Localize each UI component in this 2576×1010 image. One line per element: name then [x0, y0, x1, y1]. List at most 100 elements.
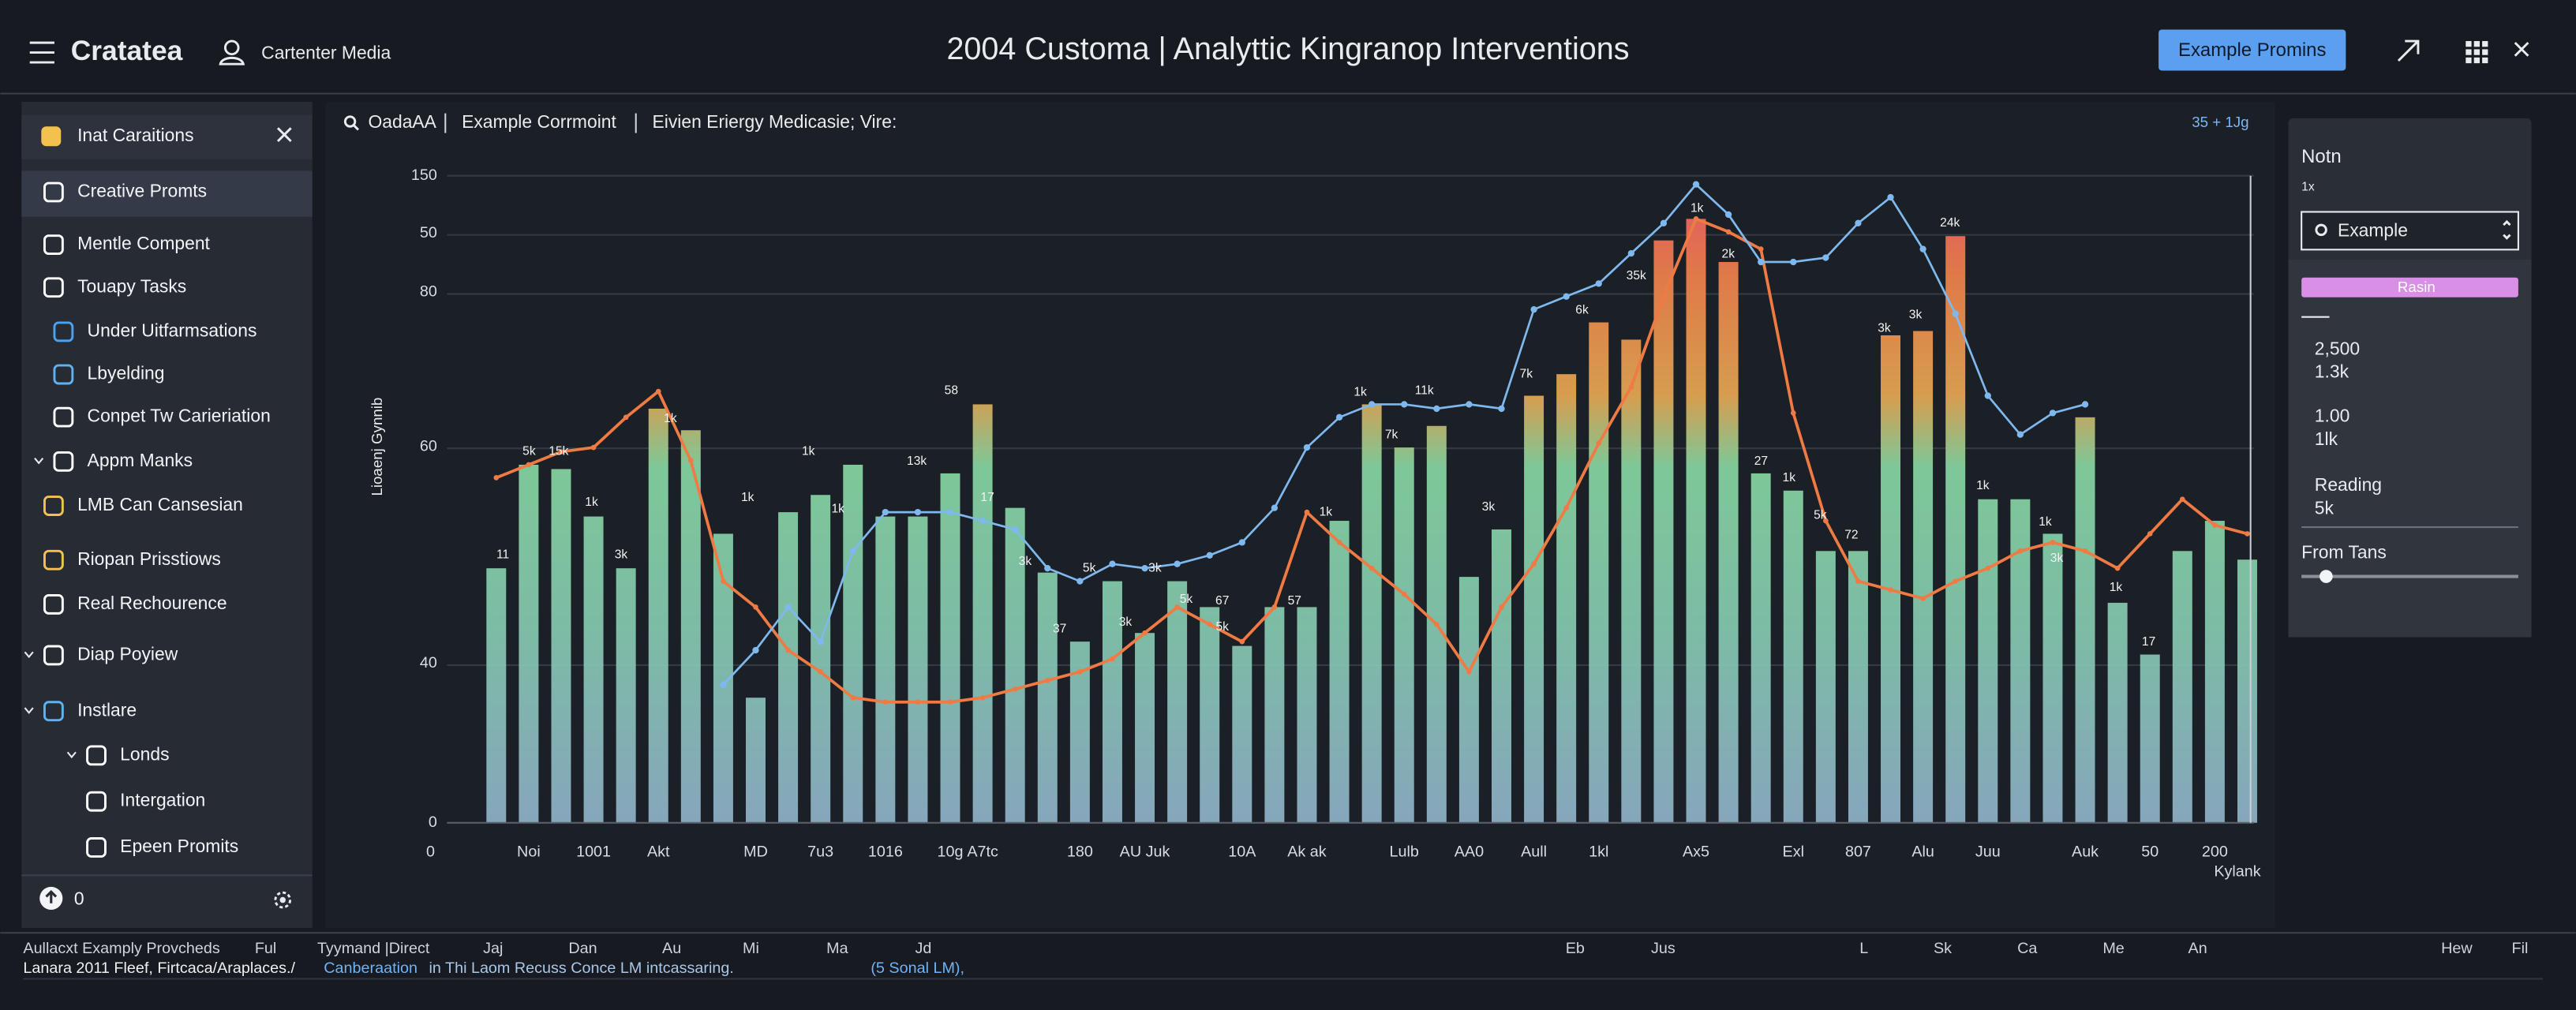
sidebar-item-label[interactable]: Instlare: [77, 699, 137, 720]
y-tick-label: 0: [429, 814, 437, 831]
sidebar-item[interactable]: Instlare: [24, 699, 137, 722]
footer-column: Sk: [1934, 940, 1952, 957]
sidebar-item[interactable]: Mentle Compent: [43, 233, 211, 256]
toolbar-badge: 35 + 1Jg: [2192, 114, 2248, 130]
sidebar-item-label[interactable]: Lbyelding: [88, 363, 165, 383]
primary-button-label[interactable]: Example Promins: [2178, 39, 2326, 61]
close-icon[interactable]: [2514, 42, 2529, 57]
sidebar-close[interactable]: [276, 127, 292, 143]
line-point: [1660, 219, 1668, 226]
sidebar-item-label[interactable]: Touapy Tasks: [77, 275, 186, 296]
line-point: [1984, 392, 1991, 399]
data-annotation: 5k: [1814, 509, 1827, 522]
sidebar-item-icon: [43, 277, 64, 298]
primary-button[interactable]: [2159, 29, 2346, 71]
sidebar-item-label[interactable]: Riopan Prisstiows: [77, 548, 221, 569]
sidebar-item[interactable]: Appm Manks: [34, 450, 193, 472]
sidebar-item-label[interactable]: Mentle Compent: [77, 233, 210, 253]
search-icon[interactable]: [343, 115, 360, 131]
line-point: [2082, 548, 2088, 554]
panel-pill-label[interactable]: Rasin: [2398, 279, 2436, 295]
line-point: [1628, 384, 1634, 390]
slider-knob[interactable]: [2320, 570, 2333, 583]
sidebar-item-label[interactable]: Londs: [120, 743, 169, 764]
sidebar-item-icon: [53, 451, 74, 472]
bar: [1458, 577, 1479, 823]
bar: [1524, 395, 1544, 823]
sidebar-item[interactable]: Riopan Prisstiows: [43, 548, 221, 570]
sidebar-item-label[interactable]: Epeen Promits: [120, 836, 238, 856]
sidebar-item-label[interactable]: Conpet Tw Carieriation: [88, 406, 271, 426]
line-point: [1012, 686, 1018, 692]
sidebar-item-label[interactable]: Real Rechourence: [77, 593, 227, 613]
line-point: [1498, 405, 1505, 413]
footer-link[interactable]: (5 Sonal LM),: [871, 960, 964, 977]
menu-icon[interactable]: [29, 41, 54, 64]
line-point: [784, 604, 792, 611]
line-point: [1433, 405, 1440, 413]
panel-pill[interactable]: [2301, 277, 2518, 297]
data-annotation: 37: [1053, 622, 1066, 635]
footer-link[interactable]: Canberaation: [324, 960, 417, 977]
apps-icon[interactable]: [2466, 41, 2488, 64]
data-annotation: 1k: [831, 502, 844, 515]
toolbar-item[interactable]: Eivien Eriergy Medicasie; Vire:: [653, 111, 897, 132]
sidebar-item-label[interactable]: Appm Manks: [88, 450, 193, 470]
sidebar-item[interactable]: Creative Promts: [43, 181, 207, 203]
sidebar-caret: [24, 651, 34, 659]
sidebar-item-label[interactable]: Under Uitfarmsations: [88, 320, 257, 340]
sidebar-item[interactable]: Conpet Tw Carieriation: [53, 406, 271, 428]
line-point: [817, 638, 824, 645]
account-name[interactable]: Cartenter Media: [261, 43, 391, 63]
panel-search-value[interactable]: Example: [2338, 220, 2408, 241]
toolbar-item[interactable]: Example Corrmoint: [462, 111, 616, 132]
bar: [1135, 633, 1155, 823]
bar: [843, 464, 863, 823]
line-point: [979, 517, 987, 525]
account-icon[interactable]: [219, 39, 245, 65]
line-point: [1466, 669, 1472, 675]
sidebar-item-icon: [53, 364, 74, 385]
x-tick-label: Lulb: [1390, 843, 1419, 860]
line-point: [1855, 578, 1861, 584]
sidebar-item[interactable]: Intergation: [86, 790, 206, 812]
panel-search-toggle[interactable]: [2503, 219, 2511, 240]
sidebar-item[interactable]: Real Rechourence: [43, 593, 227, 615]
sidebar-item-label[interactable]: Intergation: [120, 790, 205, 810]
line-point: [1271, 604, 1278, 610]
settings-icon[interactable]: [274, 891, 292, 909]
line-point: [2017, 548, 2024, 554]
line-point: [1952, 310, 1959, 317]
sidebar-item[interactable]: Lbyelding: [53, 363, 165, 385]
sidebar-item[interactable]: LMB Can Cansesian: [43, 494, 243, 516]
bar: [1102, 581, 1122, 823]
bar: [2140, 654, 2160, 823]
expand-icon[interactable]: [2397, 39, 2420, 62]
sidebar-item-label[interactable]: Diap Poyiew: [77, 643, 178, 664]
brand[interactable]: Cratatea: [71, 36, 183, 66]
panel-search[interactable]: [2301, 211, 2519, 251]
sidebar-item-icon: [43, 181, 64, 203]
footer-column: Jus: [1651, 940, 1676, 957]
line-point: [1238, 539, 1245, 546]
line-point: [1563, 293, 1570, 300]
sidebar-item[interactable]: Londs: [66, 743, 170, 766]
line-point: [818, 669, 824, 675]
x-tick-label: 180: [1067, 843, 1093, 860]
sidebar-item[interactable]: Under Uitfarmsations: [53, 320, 257, 342]
sidebar-item-label[interactable]: LMB Can Cansesian: [77, 494, 243, 514]
sidebar-item[interactable]: Diap Poyiew: [24, 643, 178, 666]
line-point: [1336, 540, 1342, 545]
sidebar-item-label[interactable]: Creative Promts: [77, 181, 207, 201]
sidebar-caret: [24, 707, 34, 714]
line-point: [1661, 294, 1667, 300]
line-point: [1595, 280, 1602, 287]
sidebar-item[interactable]: Touapy Tasks: [43, 275, 186, 298]
bar: [1750, 473, 1771, 823]
sidebar-item[interactable]: Epeen Promits: [86, 836, 239, 858]
toolbar-item[interactable]: OadaAA: [368, 111, 436, 132]
y-axis-label-extra: 40: [420, 654, 437, 671]
x-tick-label: Exl: [1783, 843, 1804, 860]
x-tick-label: Auk: [2072, 843, 2099, 860]
